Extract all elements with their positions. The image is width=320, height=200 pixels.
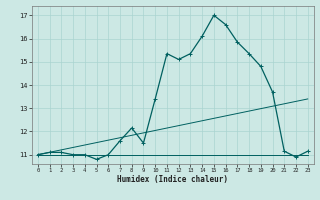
X-axis label: Humidex (Indice chaleur): Humidex (Indice chaleur) <box>117 175 228 184</box>
